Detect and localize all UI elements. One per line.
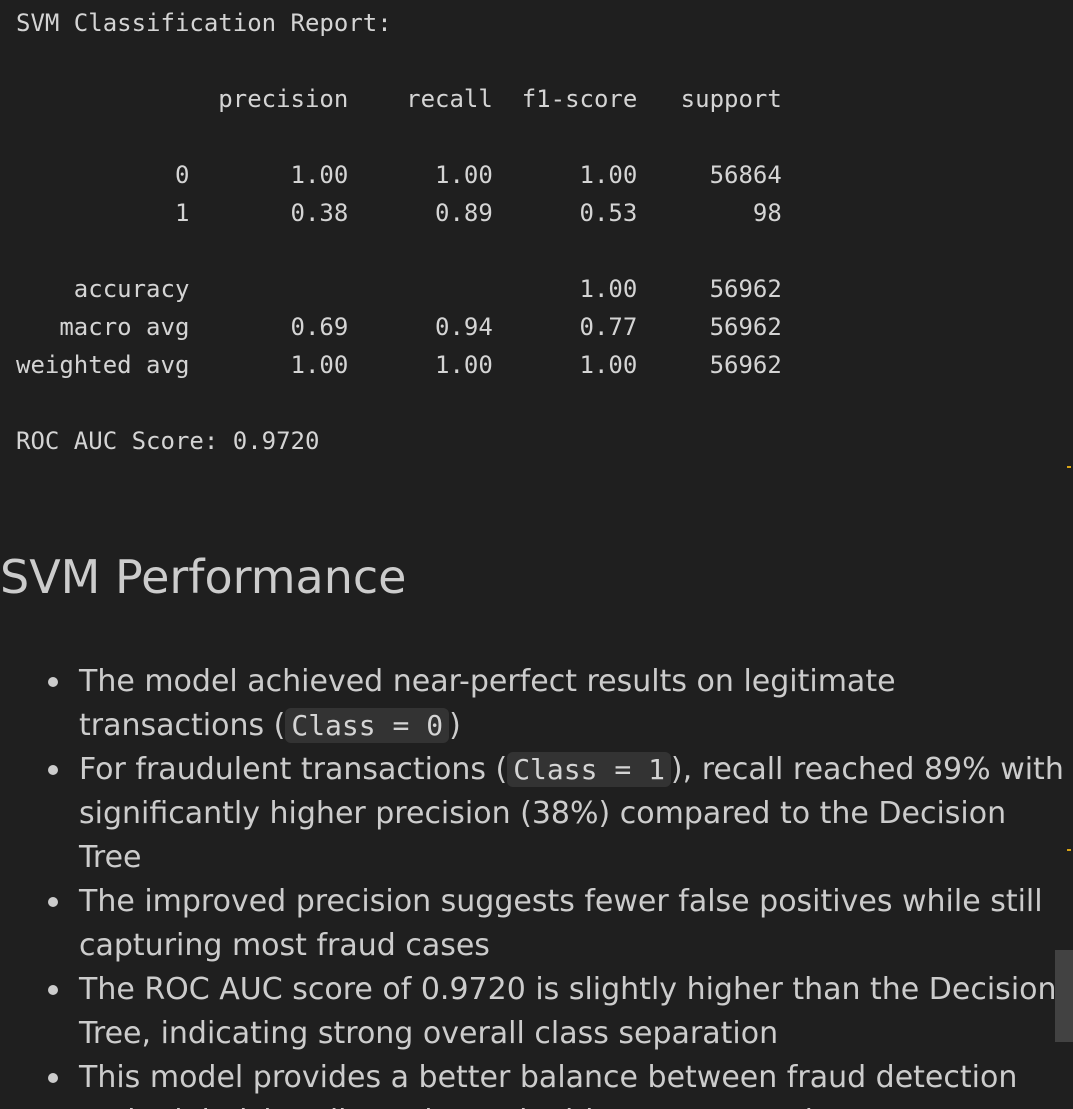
list-item: This model provides a better balance bet… [48, 1056, 1066, 1109]
report-row-macro-avg: macro avg 0.69 0.94 0.77 56962 [16, 313, 782, 341]
report-header-row: precision recall f1-score support [16, 85, 782, 113]
inline-code: Class = 0 [285, 708, 450, 743]
list-item: The improved precision suggests fewer fa… [48, 880, 1066, 968]
bullet-icon [48, 985, 58, 995]
blank-line [16, 232, 1056, 270]
list-item: For fraudulent transactions (Class = 1),… [48, 748, 1066, 880]
blank-line [16, 42, 1056, 80]
scrollbar-thumb[interactable] [1055, 950, 1073, 1042]
report-row-accuracy: accuracy 1.00 56962 [16, 275, 782, 303]
markdown-heading: SVM Performance [0, 550, 407, 604]
cell-output: SVM Classification Report: precision rec… [16, 4, 1056, 460]
blank-line [16, 384, 1056, 422]
report-row-class-0: 0 1.00 1.00 1.00 56864 [16, 161, 782, 189]
report-row-weighted-avg: weighted avg 1.00 1.00 1.00 56962 [16, 351, 782, 379]
markdown-bullet-list: The model achieved near-perfect results … [0, 660, 1066, 1109]
report-row-class-1: 1 0.38 0.89 0.53 98 [16, 199, 782, 227]
list-item: The ROC AUC score of 0.9720 is slightly … [48, 968, 1066, 1056]
list-item: The model achieved near-perfect results … [48, 660, 1066, 748]
bullet-icon [48, 765, 58, 775]
blank-line [16, 118, 1056, 156]
overview-ruler-mark [1067, 466, 1071, 468]
report-title: SVM Classification Report: [16, 9, 392, 37]
bullet-icon [48, 677, 58, 687]
roc-auc-score: ROC AUC Score: 0.9720 [16, 427, 320, 455]
inline-code: Class = 1 [507, 752, 671, 787]
bullet-icon [48, 897, 58, 907]
bullet-icon [48, 1073, 58, 1083]
overview-ruler-mark [1067, 849, 1071, 851]
